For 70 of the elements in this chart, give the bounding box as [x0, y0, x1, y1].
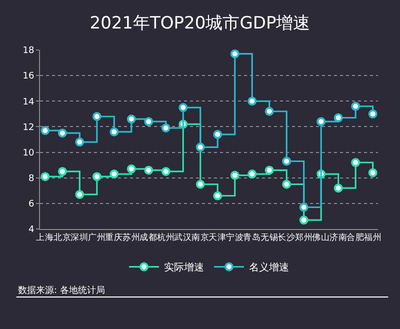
y-tick-label: 8	[28, 174, 34, 184]
point	[92, 112, 102, 121]
point	[282, 156, 292, 166]
x-tick-label: 青岛	[243, 232, 262, 244]
legend-label: 名义增速	[249, 262, 289, 274]
y-tick-label: 4	[28, 225, 34, 236]
point	[264, 166, 274, 175]
x-tick-label: 广州	[88, 232, 106, 244]
x-tick-label: 福州	[364, 232, 382, 244]
point	[299, 202, 308, 212]
x-tick-label: 长沙	[278, 232, 296, 244]
point	[110, 170, 119, 179]
point	[126, 114, 136, 124]
point	[213, 130, 222, 139]
x-tick-label: 宁波	[226, 232, 244, 244]
point	[161, 166, 170, 176]
x-tick-label: 北京	[53, 232, 72, 244]
point	[351, 158, 360, 168]
point	[264, 106, 274, 116]
point	[248, 96, 257, 106]
point	[110, 127, 119, 136]
x-tick-label: 佛山	[312, 232, 330, 244]
x-tick-label: 苏州	[122, 232, 140, 244]
y-tick-label: 18	[22, 46, 34, 56]
point	[299, 216, 308, 225]
point	[196, 180, 205, 189]
chart-title: 2021年TOP20城市GDP增速	[90, 13, 310, 34]
point	[58, 128, 67, 138]
y-tick-label: 6	[28, 200, 34, 210]
x-tick-label: 天津	[208, 232, 227, 244]
point	[368, 168, 378, 178]
point	[282, 180, 292, 189]
point	[92, 172, 102, 182]
point	[161, 123, 170, 132]
point	[368, 109, 378, 118]
source-note: 数据来源: 各地统计局	[18, 285, 105, 296]
point	[75, 138, 84, 147]
point	[230, 49, 240, 58]
x-tick-label: 武汉	[174, 232, 192, 244]
x-tick-label: 杭州	[156, 232, 175, 244]
x-tick-label: 合肥	[346, 232, 365, 244]
point	[144, 166, 154, 175]
point	[334, 184, 343, 193]
x-tick-label: 无锡	[260, 232, 278, 244]
point	[40, 126, 50, 136]
x-tick-label: 郑州	[294, 232, 313, 244]
point	[75, 190, 84, 199]
point	[316, 117, 326, 126]
x-tick-label: 重庆	[105, 232, 124, 244]
point	[196, 142, 205, 152]
x-tick-label: 深圳	[70, 232, 89, 244]
x-tick-label: 上海	[36, 232, 54, 244]
point	[230, 170, 240, 180]
point	[58, 166, 67, 176]
point	[248, 170, 257, 179]
y-tick-label: 12	[22, 122, 34, 133]
point	[351, 102, 360, 111]
y-tick-label: 14	[22, 97, 34, 108]
x-tick-label: 济南	[329, 232, 348, 244]
point	[144, 117, 154, 126]
point	[126, 164, 136, 174]
point	[334, 113, 343, 122]
legend-label: 实际增速	[164, 262, 204, 274]
point	[213, 191, 222, 200]
x-tick-label: 成都	[140, 232, 158, 244]
x-tick-label: 南京	[191, 232, 210, 244]
point	[178, 103, 188, 112]
y-tick-label: 16	[22, 72, 34, 82]
y-tick-label: 10	[22, 148, 34, 158]
point	[40, 172, 50, 182]
